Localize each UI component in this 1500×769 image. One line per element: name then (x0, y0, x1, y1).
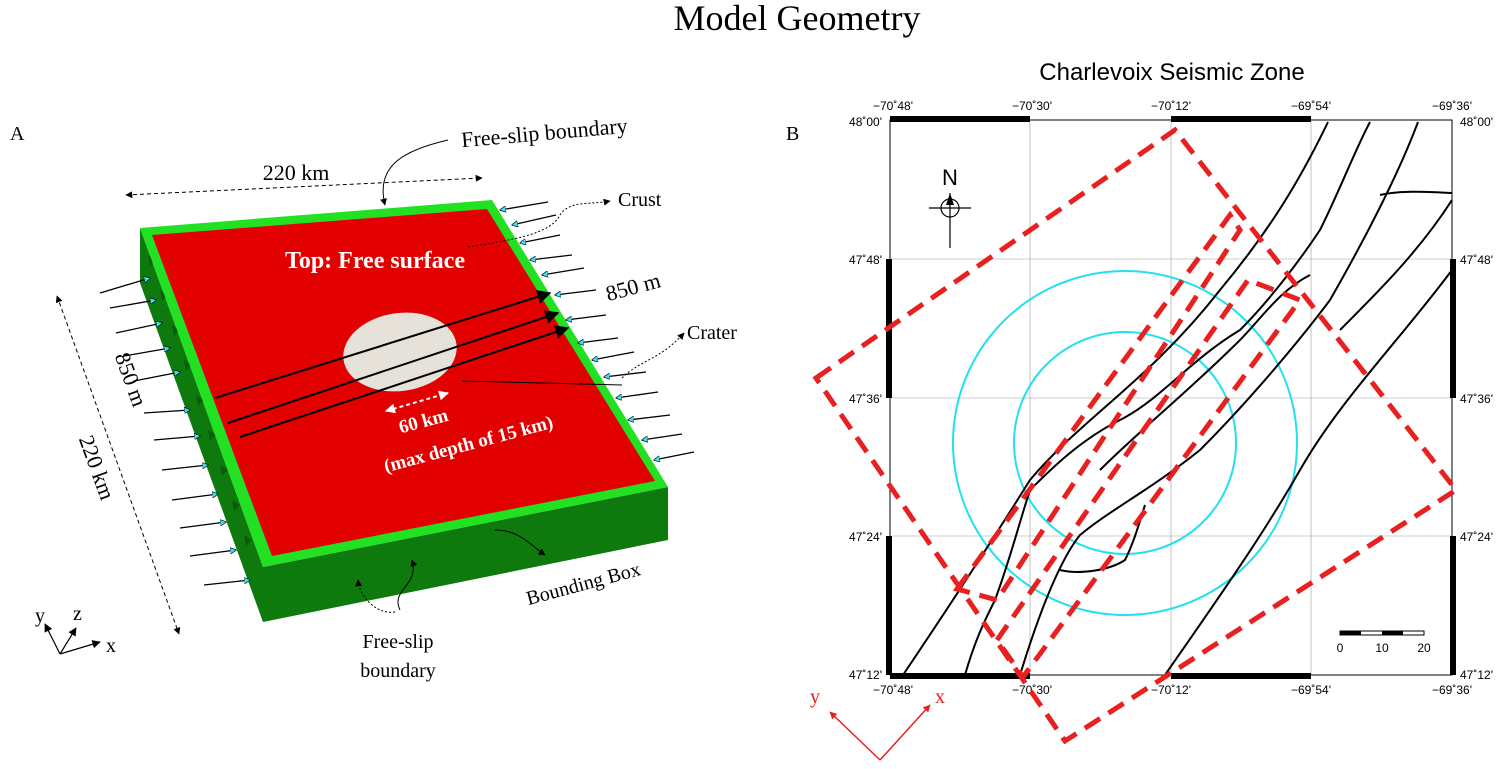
fault-lines (902, 121, 1453, 676)
panel-b: B Charlevoix Seismic Zone −70˚48' (786, 59, 1493, 761)
free-slip-bottom-leader-1 (397, 559, 418, 611)
fault-2 (964, 121, 1371, 676)
block-front-face (263, 487, 668, 622)
crust-leader (467, 198, 611, 248)
right-inflow-arrows (500, 201, 695, 460)
model-box-outer (812, 126, 1460, 745)
top-surface-label: Top: Free surface (285, 248, 465, 274)
north-arrow: N (929, 165, 971, 248)
width-side-label: 220 km (74, 432, 120, 503)
free-slip-bottom-label-1: Free-slip (362, 631, 433, 653)
lat-tick-left-2: 47˚48' (849, 253, 882, 267)
crater-width-arrow (385, 390, 449, 414)
crater-leader (621, 332, 685, 379)
fault-7 (1164, 269, 1453, 676)
lon-tick-top-4: −69˚54' (1291, 99, 1331, 113)
free-slip-top-label: Free-slip boundary (460, 113, 628, 152)
model-boxes (812, 126, 1460, 745)
lat-tick-right-5: 47˚12' (1460, 668, 1493, 682)
lat-tick-right-1: 48˚00' (1460, 115, 1493, 129)
lon-tick-bottom-2: −70˚30' (1012, 683, 1052, 697)
lon-tick-bottom-4: −69˚54' (1291, 683, 1331, 697)
fault-8 (1099, 274, 1311, 471)
figure-title: Model Geometry (674, 0, 921, 38)
profile-line-1 (214, 290, 552, 399)
crater-pointer-line (461, 380, 623, 386)
axis-x-label-b: x (935, 686, 945, 708)
axes-triad-a (44, 623, 101, 655)
width-top-label: 220 km (263, 160, 330, 185)
lat-tick-left-1: 48˚00' (849, 115, 882, 129)
model-box-profile-1 (952, 210, 1243, 603)
crater-label: Crater (687, 322, 737, 344)
lon-tick-top-3: −70˚12' (1151, 99, 1191, 113)
lon-ticks-top: −70˚48' −70˚30' −70˚12' −69˚54' −69˚36' (873, 99, 1472, 113)
panel-a: A Top: Free surface (10, 113, 737, 682)
lat-tick-left-3: 47˚36' (849, 392, 882, 406)
bounding-box-label: Bounding Box (524, 558, 643, 610)
outer-circle (952, 270, 1298, 616)
thickness-right-label: 850 m (603, 267, 663, 306)
scale-label-10: 10 (1375, 641, 1389, 655)
lat-tick-right-3: 47˚36' (1460, 392, 1493, 406)
panel-b-label: B (786, 123, 799, 145)
lon-tick-top-2: −70˚30' (1012, 99, 1052, 113)
lon-tick-bottom-5: −69˚36' (1432, 683, 1472, 697)
profile-line-3 (239, 325, 570, 438)
free-slip-bottom-label-2: boundary (360, 660, 436, 682)
lat-tick-left-4: 47˚24' (849, 530, 882, 544)
axis-y-label-b: y (810, 686, 820, 708)
scale-bar: 0 10 20 (1337, 630, 1431, 655)
map-title: Charlevoix Seismic Zone (1039, 59, 1304, 86)
bounding-box-leader (494, 529, 546, 556)
free-slip-top-leader (380, 139, 449, 206)
crust-label: Crust (618, 189, 662, 211)
profile-line-2 (227, 310, 560, 424)
axis-x-label-a: x (106, 635, 116, 657)
lon-tick-bottom-1: −70˚48' (873, 683, 913, 697)
map-grid (890, 120, 1452, 675)
lat-tick-right-2: 47˚48' (1460, 253, 1493, 267)
north-label: N (942, 165, 958, 190)
free-slip-bottom-leader-2 (355, 579, 396, 613)
lat-ticks-right: 48˚00' 47˚48' 47˚36' 47˚24' 47˚12' (1460, 115, 1493, 682)
lon-tick-top-1: −70˚48' (873, 99, 913, 113)
axes-triad-b (829, 704, 931, 761)
fault-5 (1379, 190, 1453, 196)
fault-3 (1019, 121, 1419, 676)
axis-y-label-a: y (35, 605, 45, 627)
scale-label-20: 20 (1417, 641, 1431, 655)
panel-a-label: A (10, 123, 25, 145)
axis-z-label-a: z (73, 603, 82, 625)
lat-tick-right-4: 47˚24' (1460, 530, 1493, 544)
model-box-profile-2 (993, 276, 1304, 682)
fault-6 (1339, 199, 1453, 331)
lat-tick-left-5: 47˚12' (849, 668, 882, 682)
lon-tick-bottom-3: −70˚12' (1151, 683, 1191, 697)
lon-ticks-bottom: −70˚48' −70˚30' −70˚12' −69˚54' −69˚36' (873, 683, 1472, 697)
inner-circle (1013, 331, 1237, 555)
crater-ellipse (343, 312, 457, 392)
lat-ticks-left: 48˚00' 47˚48' 47˚36' 47˚24' 47˚12' (849, 115, 882, 682)
thickness-left-label: 850 m (110, 349, 153, 410)
width-side-arrow (55, 295, 181, 635)
width-top-arrow (125, 174, 483, 199)
lon-tick-top-5: −69˚36' (1432, 99, 1472, 113)
scale-label-0: 0 (1337, 641, 1344, 655)
left-inflow-arrows (99, 278, 250, 586)
